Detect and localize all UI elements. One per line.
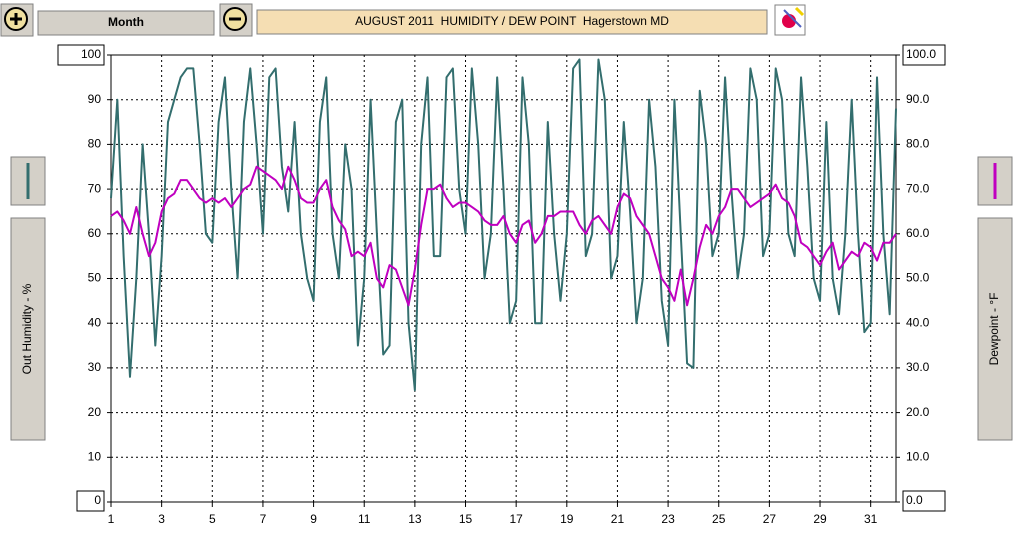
x-tick-label: 29 [813, 512, 827, 526]
y2-tick-label-box [902, 490, 946, 512]
zoom-in-button[interactable] [0, 3, 34, 37]
y2-tick-label: 70.0 [906, 181, 930, 195]
x-tick-label: 9 [310, 512, 317, 526]
x-tick-label: 13 [408, 512, 422, 526]
y2-tick-label: 90.0 [906, 92, 930, 106]
x-tick-label: 19 [560, 512, 574, 526]
y2-tick-label: 0.0 [906, 493, 923, 507]
y2-tick-label: 20.0 [906, 405, 930, 419]
x-tick-label: 7 [260, 512, 267, 526]
y-tick-label: 40 [88, 315, 102, 329]
x-tick-label: 15 [459, 512, 473, 526]
y-tick-label: 30 [88, 360, 102, 374]
y2-tick-label: 10.0 [906, 449, 930, 463]
y-tick-label-box [76, 490, 105, 512]
y-tick-label-box [57, 44, 105, 66]
y2-tick-label: 80.0 [906, 137, 930, 151]
series-line [110, 165, 897, 307]
x-tick-label: 23 [661, 512, 675, 526]
x-tick-label: 3 [158, 512, 165, 526]
x-tick-label: 31 [864, 512, 878, 526]
zoom-out-button[interactable] [219, 3, 253, 37]
title-box [256, 9, 768, 35]
x-tick-label: 17 [509, 512, 523, 526]
range-button[interactable] [37, 10, 215, 36]
series-line [110, 58, 897, 392]
y-tick-label: 80 [88, 137, 102, 151]
y2-tick-label-box [902, 44, 946, 66]
x-tick-label: 21 [611, 512, 625, 526]
y-tick-label: 0 [94, 493, 101, 507]
x-tick-label: 5 [209, 512, 216, 526]
chart-title: AUGUST 2011 HUMIDITY / DEW POINT Hagerst… [355, 14, 669, 28]
y-tick-label: 100 [81, 47, 101, 61]
y2-tick-label: 50.0 [906, 271, 930, 285]
y2-tick-label: 40.0 [906, 315, 930, 329]
x-tick-label: 25 [712, 512, 726, 526]
y-tick-label: 60 [88, 226, 102, 240]
y-tick-label: 50 [88, 271, 102, 285]
y-tick-label: 70 [88, 181, 102, 195]
y-tick-label: 90 [88, 92, 102, 106]
y2-axis-legend-label: Dewpoint - °F [987, 293, 1001, 366]
settings-icon[interactable] [774, 4, 806, 36]
y-tick-label: 10 [88, 449, 102, 463]
y2-tick-label: 30.0 [906, 360, 930, 374]
y-axis-legend-label: Out Humidity - % [20, 283, 34, 374]
x-tick-label: 1 [108, 512, 115, 526]
y2-tick-label: 100.0 [906, 47, 936, 61]
legend-label-box [977, 217, 1013, 441]
y-tick-label: 20 [88, 405, 102, 419]
range-button-label: Month [108, 15, 144, 29]
x-tick-label: 27 [763, 512, 777, 526]
y2-tick-label: 60.0 [906, 226, 930, 240]
x-tick-label: 11 [358, 512, 371, 526]
legend-label-box [10, 217, 46, 441]
